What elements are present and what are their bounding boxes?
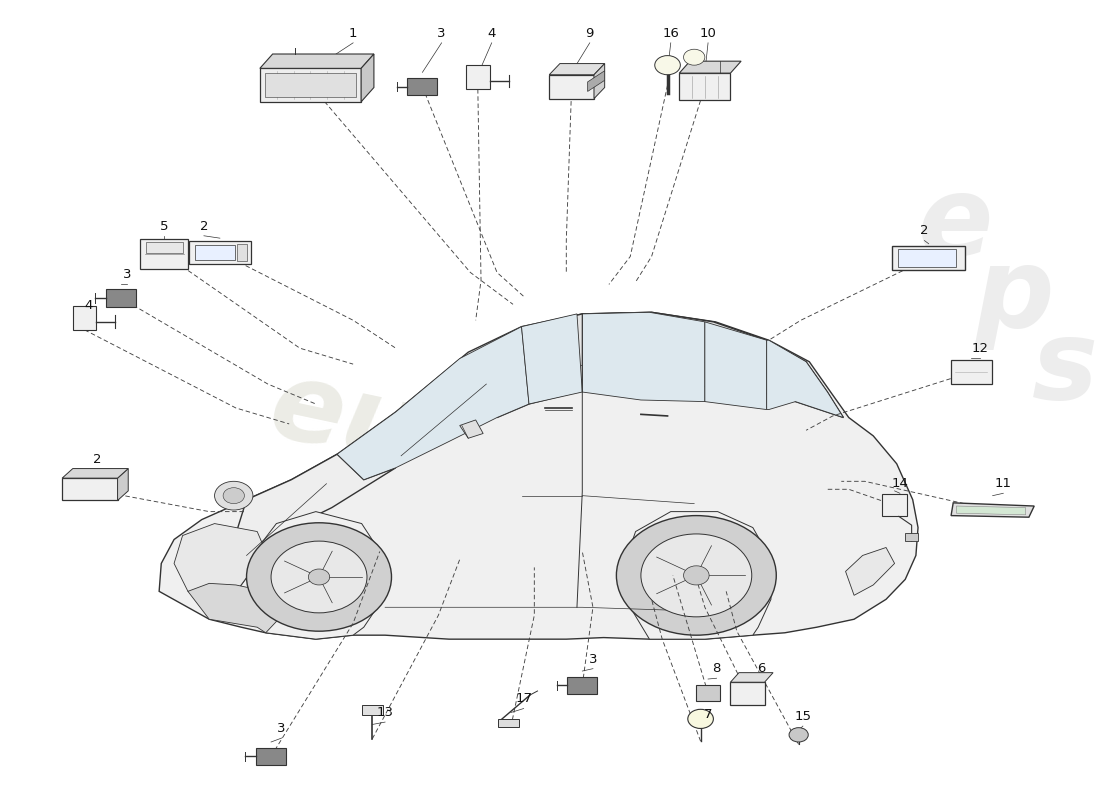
- Polygon shape: [621, 512, 771, 639]
- Polygon shape: [680, 61, 741, 73]
- Circle shape: [683, 50, 705, 65]
- Polygon shape: [582, 312, 705, 402]
- Polygon shape: [160, 312, 918, 639]
- Circle shape: [308, 569, 330, 585]
- Polygon shape: [705, 322, 767, 410]
- Text: 14: 14: [891, 478, 909, 490]
- Text: 1: 1: [349, 26, 358, 40]
- Polygon shape: [73, 306, 97, 330]
- Text: 17: 17: [515, 693, 532, 706]
- Text: 3: 3: [438, 26, 446, 40]
- Text: 7: 7: [704, 709, 713, 722]
- Polygon shape: [106, 289, 135, 306]
- Polygon shape: [460, 420, 483, 438]
- Polygon shape: [892, 246, 965, 270]
- Polygon shape: [568, 677, 597, 694]
- Text: s: s: [1032, 314, 1098, 422]
- Polygon shape: [767, 340, 844, 418]
- Text: 12: 12: [971, 342, 989, 354]
- Polygon shape: [952, 360, 991, 384]
- Polygon shape: [118, 469, 129, 501]
- Text: 6: 6: [757, 662, 766, 675]
- Text: e: e: [917, 171, 993, 278]
- Polygon shape: [260, 54, 374, 68]
- Text: 2: 2: [921, 225, 928, 238]
- Text: 11: 11: [994, 478, 1012, 490]
- Text: 5: 5: [161, 220, 168, 233]
- Polygon shape: [255, 512, 385, 639]
- Polygon shape: [265, 73, 355, 97]
- Polygon shape: [594, 63, 605, 98]
- Polygon shape: [497, 312, 844, 418]
- Polygon shape: [361, 54, 374, 102]
- Polygon shape: [898, 250, 956, 267]
- Polygon shape: [146, 242, 183, 253]
- Circle shape: [214, 482, 253, 510]
- Text: 2: 2: [200, 220, 208, 233]
- Text: 4: 4: [487, 26, 496, 40]
- Text: 3: 3: [277, 722, 286, 735]
- Polygon shape: [587, 70, 605, 91]
- Polygon shape: [846, 547, 894, 595]
- Polygon shape: [730, 682, 764, 705]
- Text: 8: 8: [713, 662, 721, 675]
- Polygon shape: [680, 73, 730, 100]
- Polygon shape: [407, 78, 438, 95]
- Polygon shape: [905, 533, 918, 541]
- Polygon shape: [466, 65, 490, 89]
- Text: p: p: [975, 243, 1054, 350]
- Polygon shape: [209, 454, 396, 619]
- Polygon shape: [62, 478, 118, 501]
- Circle shape: [616, 515, 777, 635]
- Polygon shape: [174, 523, 266, 599]
- Polygon shape: [696, 686, 719, 702]
- Polygon shape: [549, 74, 594, 98]
- Text: 3: 3: [123, 267, 131, 281]
- Circle shape: [271, 541, 367, 613]
- Polygon shape: [188, 583, 278, 633]
- Polygon shape: [498, 719, 519, 727]
- Polygon shape: [730, 673, 773, 682]
- Text: 4: 4: [85, 299, 94, 313]
- Polygon shape: [189, 241, 251, 265]
- Circle shape: [688, 710, 714, 729]
- Text: 9: 9: [585, 26, 594, 40]
- Polygon shape: [882, 494, 908, 516]
- Text: 13: 13: [376, 706, 394, 719]
- Text: 10: 10: [700, 26, 716, 40]
- Polygon shape: [362, 706, 383, 715]
- Text: a passion for parts since 1985: a passion for parts since 1985: [367, 520, 702, 598]
- Text: 15: 15: [794, 710, 812, 723]
- Polygon shape: [956, 506, 1025, 515]
- Text: 3: 3: [588, 653, 597, 666]
- Circle shape: [641, 534, 751, 617]
- Polygon shape: [196, 245, 235, 261]
- Text: 16: 16: [662, 26, 679, 40]
- Polygon shape: [260, 68, 361, 102]
- Circle shape: [654, 55, 680, 74]
- Polygon shape: [337, 326, 529, 480]
- Polygon shape: [238, 244, 246, 262]
- Polygon shape: [521, 314, 582, 404]
- Text: europes: europes: [261, 353, 766, 559]
- Circle shape: [789, 728, 808, 742]
- Circle shape: [223, 488, 244, 504]
- Polygon shape: [952, 503, 1034, 517]
- Text: 2: 2: [94, 454, 101, 466]
- Circle shape: [683, 566, 710, 585]
- Circle shape: [246, 522, 392, 631]
- Polygon shape: [549, 63, 605, 74]
- Polygon shape: [256, 747, 286, 765]
- Polygon shape: [561, 358, 792, 392]
- Polygon shape: [62, 469, 129, 478]
- Polygon shape: [141, 239, 188, 270]
